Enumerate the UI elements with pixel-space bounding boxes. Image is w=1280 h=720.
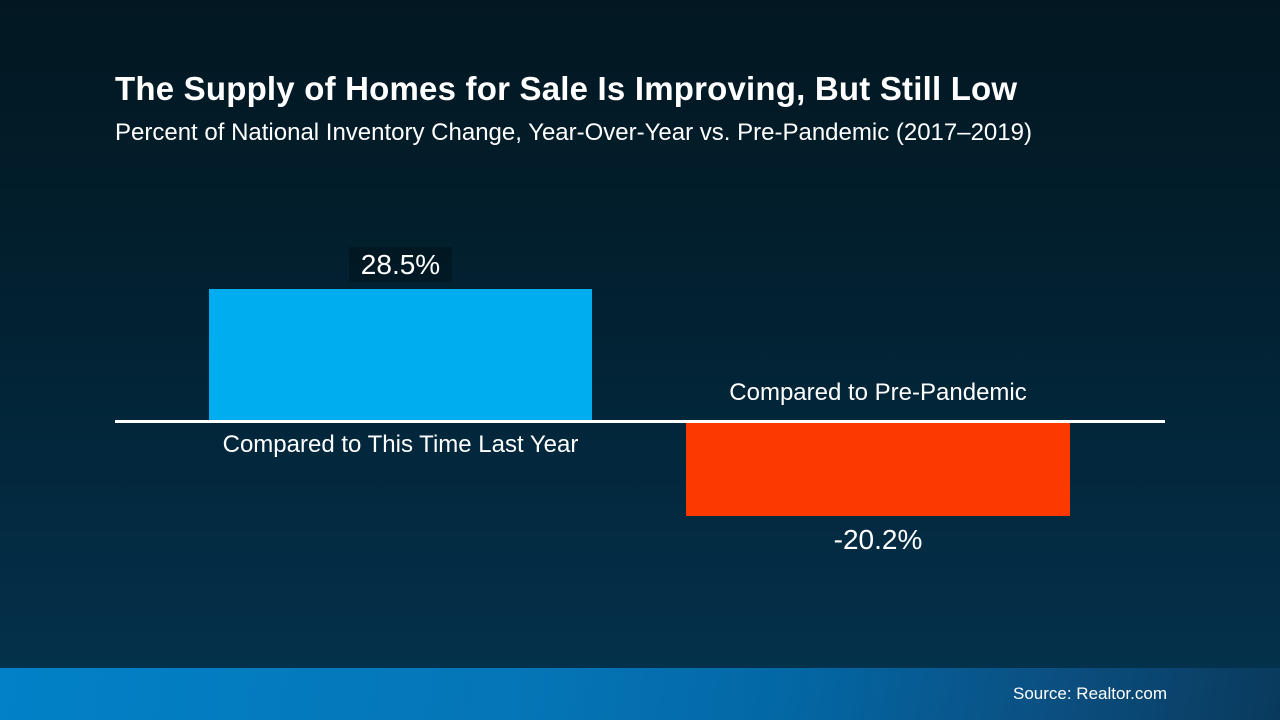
zero-axis-line	[115, 420, 1165, 423]
value-label-pre-pandemic: -20.2%	[833, 524, 923, 555]
category-label-year-over-year: Compared to This Time Last Year	[222, 431, 579, 458]
category-label-pre-pandemic: Compared to Pre-Pandemic	[729, 379, 1027, 406]
bar-pre-pandemic	[686, 423, 1070, 516]
value-label-year-over-year: 28.5%	[209, 247, 592, 282]
chart-subtitle: Percent of National Inventory Change, Ye…	[115, 118, 1032, 146]
chart-title: The Supply of Homes for Sale Is Improvin…	[115, 70, 1018, 108]
footer-band: Source: Realtor.com	[0, 668, 1280, 720]
bar-year-over-year	[209, 289, 592, 420]
source-text: Source: Realtor.com	[1012, 684, 1167, 703]
value-label-year-over-year-text: 28.5%	[348, 247, 453, 282]
